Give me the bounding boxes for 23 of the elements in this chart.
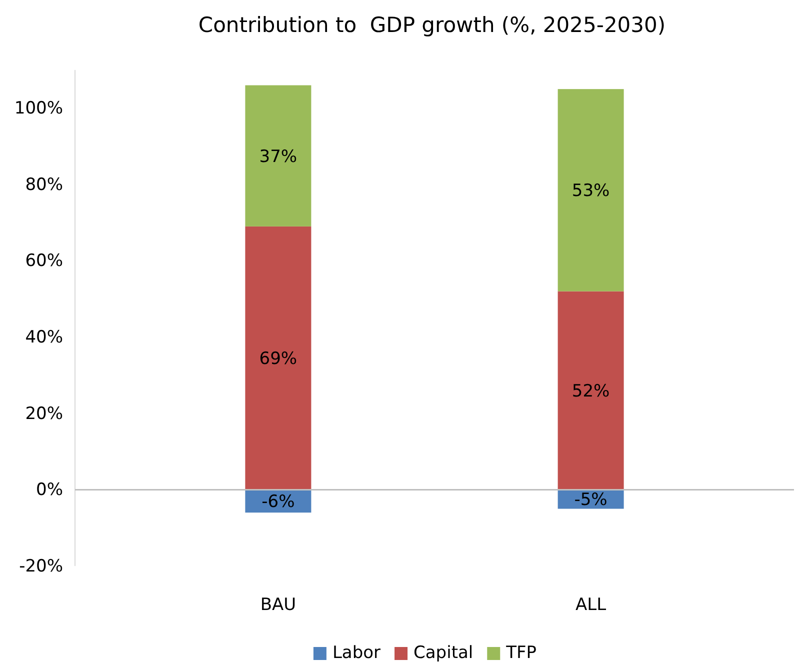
x-tick-label: ALL [576, 595, 607, 616]
bar [245, 226, 312, 490]
bar [245, 85, 312, 226]
data-label: 69% [259, 349, 298, 370]
y-tick-label: -20% [19, 556, 63, 576]
bar [558, 291, 624, 490]
legend-label: Capital [414, 643, 474, 663]
y-tick-label: 60% [25, 251, 63, 272]
y-tick-label: 80% [25, 174, 63, 195]
bar [558, 89, 624, 292]
x-tick-label: BAU [260, 595, 296, 616]
data-label: -5% [574, 490, 608, 510]
y-tick-label: 20% [25, 404, 63, 424]
data-label: 37% [259, 146, 298, 167]
y-tick-label: 0% [36, 480, 63, 500]
data-label: 52% [572, 381, 610, 402]
data-label: 53% [572, 181, 610, 202]
legend-label: TFP [505, 643, 537, 663]
y-tick-label: 100% [14, 98, 63, 119]
chart-title: Contribution to GDP growth (%, 2025-2030) [198, 13, 666, 37]
data-label: -6% [262, 492, 295, 512]
legend-label: Labor [332, 643, 381, 663]
y-tick-label: 40% [25, 328, 63, 348]
